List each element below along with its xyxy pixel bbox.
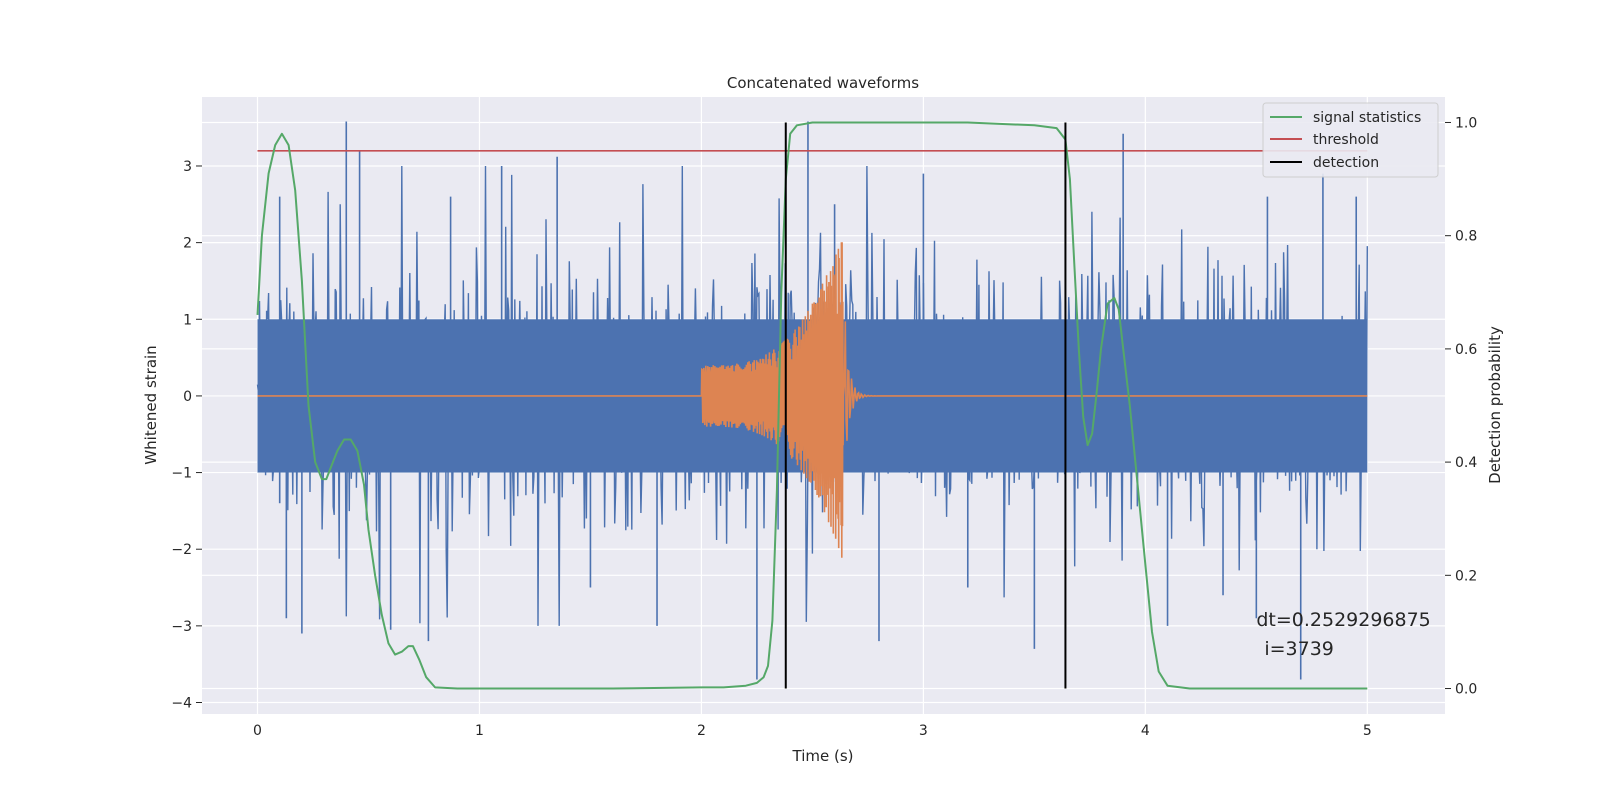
y-tick-label: 1 <box>183 312 192 328</box>
legend-label-detection: detection <box>1313 155 1379 171</box>
chart-title: Concatenated waveforms <box>727 74 919 92</box>
x-tick-label: 1 <box>475 723 484 739</box>
annotation-dt: dt=0.2529296875 <box>1256 609 1430 631</box>
x-tick-label: 5 <box>1363 723 1372 739</box>
y-tick-label: −1 <box>171 466 192 482</box>
legend-label-signal-statistics: signal statistics <box>1313 110 1421 126</box>
y-tick-label: −2 <box>171 542 192 558</box>
y-axis-label: Whitened strain <box>142 345 160 464</box>
y-tick-label: 3 <box>183 159 192 175</box>
y-tick-label: −4 <box>171 696 192 712</box>
x-axis-label: Time (s) <box>792 747 854 765</box>
x-tick-label: 3 <box>919 723 928 739</box>
y-tick-label: 2 <box>183 236 192 252</box>
legend-frame <box>1262 102 1439 178</box>
y-tick-label: 0 <box>183 389 192 405</box>
x-tick-label: 2 <box>697 723 706 739</box>
y2-tick-label: 1.0 <box>1455 115 1477 131</box>
annotation-index: i=3739 <box>1264 638 1334 660</box>
y2-tick-label: 0.8 <box>1455 229 1477 245</box>
y2-tick-label: 0.2 <box>1455 568 1477 584</box>
y2-tick-label: 0.6 <box>1455 342 1477 358</box>
x-tick-label: 0 <box>253 723 262 739</box>
series <box>256 121 1368 690</box>
y2-axis-label: Detection probability <box>1486 326 1504 484</box>
legend: signal statistics threshold detection <box>1262 102 1439 178</box>
y-tick-label: −3 <box>171 619 192 635</box>
legend-label-threshold: threshold <box>1313 132 1379 148</box>
x-tick-label: 4 <box>1141 723 1150 739</box>
signal-statistics-line <box>256 121 1368 690</box>
ticks: 0 1 2 3 4 5 3 2 1 0 −1 −2 −3 −4 1.0 0.8 0.6 0.4 0.2 0.0 <box>171 115 1477 739</box>
y2-tick-label: 0.0 <box>1455 682 1477 698</box>
y2-tick-label: 0.4 <box>1455 455 1477 471</box>
